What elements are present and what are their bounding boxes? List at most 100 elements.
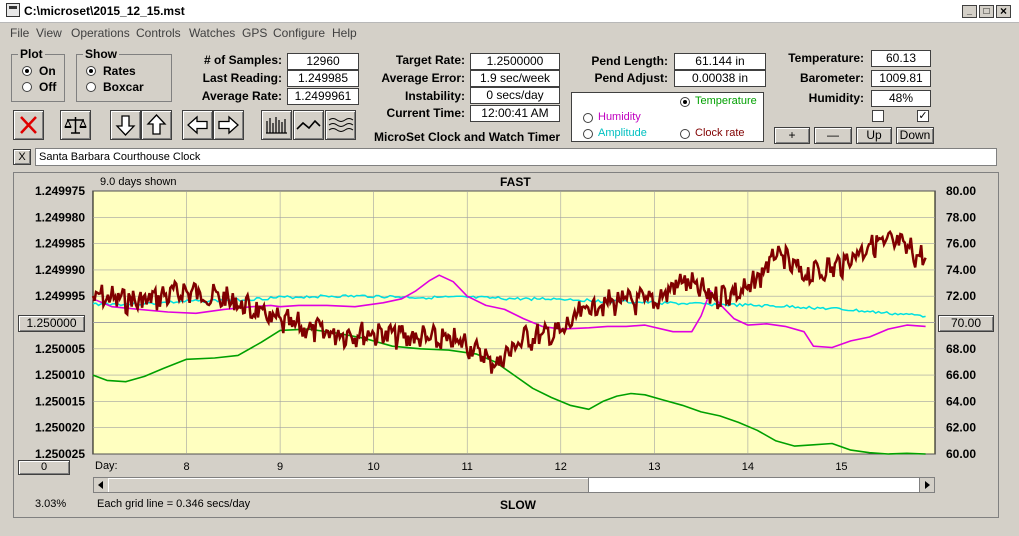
right-tick-label: 68.00 xyxy=(946,342,976,356)
move-right-button[interactable] xyxy=(213,110,244,140)
bar-graph-button[interactable] xyxy=(261,110,292,140)
menu-configure[interactable]: Configure xyxy=(273,26,326,40)
left-tick-label: 1.250025 xyxy=(35,447,85,461)
sensor-options-box xyxy=(571,92,764,142)
arrow-down-icon xyxy=(115,115,136,136)
slow-label: SLOW xyxy=(500,498,536,512)
days-shown: 9.0 days shown xyxy=(100,176,177,188)
scale-down-button[interactable]: Down xyxy=(896,127,934,144)
menu-watches[interactable]: Watches xyxy=(189,26,236,40)
right-checkbox[interactable]: ✓ xyxy=(917,110,929,122)
barometer-value: 1009.81 xyxy=(871,70,931,87)
humidity-label: Humidity: xyxy=(808,91,864,105)
left-tick-label: 1.249975 xyxy=(35,184,85,198)
menu-file[interactable]: File xyxy=(10,26,30,40)
scroll-right-arrow[interactable] xyxy=(919,478,934,492)
move-up-button[interactable] xyxy=(141,110,172,140)
app-icon xyxy=(6,3,20,17)
humidity-radio[interactable] xyxy=(583,113,593,123)
temperature-series-line xyxy=(92,328,926,455)
right-tick-label: 80.00 xyxy=(946,184,976,198)
triangle-right-icon xyxy=(925,481,930,489)
balance-scale-icon xyxy=(64,117,87,134)
x-tick-label: 9 xyxy=(277,461,283,473)
zero-button[interactable]: 0 xyxy=(18,460,70,475)
clock-rate-option-label: Clock rate xyxy=(695,127,745,139)
show-rates-label: Rates xyxy=(103,64,136,78)
fast-label: FAST xyxy=(500,175,531,189)
x-axis-labels: 8 9 10 11 12 13 14 15 xyxy=(183,461,847,473)
scroll-thumb[interactable] xyxy=(108,478,589,492)
temperature-radio[interactable] xyxy=(680,97,690,107)
wave-icon xyxy=(296,119,321,130)
right-tick-label: 60.00 xyxy=(946,447,976,461)
average-error-value: 1.9 sec/week xyxy=(470,70,560,87)
last-reading-label: Last Reading: xyxy=(202,71,282,85)
plot-off-radio[interactable] xyxy=(22,82,32,92)
menu-view[interactable]: View xyxy=(36,26,62,40)
scale-plus-button[interactable]: + xyxy=(774,127,810,144)
show-rates-radio[interactable] xyxy=(86,66,96,76)
plot-on-radio[interactable] xyxy=(22,66,32,76)
status-percent: 3.03% xyxy=(35,498,67,510)
left-checkbox[interactable] xyxy=(872,110,884,122)
scroll-left-arrow[interactable] xyxy=(94,478,109,492)
right-tick-label: 78.00 xyxy=(946,210,976,224)
maximize-button[interactable]: □ xyxy=(979,5,994,18)
current-time-value: 12:00:41 AM xyxy=(470,105,560,122)
arrow-up-icon xyxy=(146,114,167,135)
close-button[interactable]: × xyxy=(996,5,1011,18)
right-tick-label: 72.00 xyxy=(946,289,976,303)
show-boxcar-radio[interactable] xyxy=(86,82,96,92)
left-tick-label: 1.250010 xyxy=(35,368,85,382)
right-tick-label: 64.00 xyxy=(946,394,976,408)
menu-gps[interactable]: GPS xyxy=(242,26,268,40)
multi-wave-icon xyxy=(328,118,354,132)
menu-operations[interactable]: Operations xyxy=(71,26,130,40)
amplitude-radio[interactable] xyxy=(583,129,593,139)
horizontal-scrollbar[interactable] xyxy=(93,477,935,493)
wave-graph-button[interactable] xyxy=(293,110,324,140)
balance-button[interactable] xyxy=(60,110,91,140)
samples-label: # of Samples: xyxy=(203,53,282,67)
stop-button[interactable] xyxy=(13,110,44,140)
app-name: MicroSet Clock and Watch Timer xyxy=(374,130,561,144)
window-title: C:\microset\2015_12_15.mst xyxy=(24,4,185,18)
pend-adjust-value: 0.00038 in xyxy=(674,70,766,87)
plot-on-label: On xyxy=(39,64,56,78)
amplitude-option-label: Amplitude xyxy=(598,127,647,139)
temperature-value: 60.13 xyxy=(871,50,931,67)
plot-group: Plot xyxy=(11,47,65,102)
rate-series-line xyxy=(91,229,927,374)
scale-minus-button[interactable]: — xyxy=(814,127,852,144)
x-tick-label: 14 xyxy=(742,461,754,473)
day-label: Day: xyxy=(95,460,118,472)
red-x-icon xyxy=(20,116,37,134)
clock-name-field[interactable]: Santa Barbara Courthouse Clock xyxy=(35,148,997,166)
plot-group-label: Plot xyxy=(20,47,43,61)
target-rate-value: 1.2500000 xyxy=(470,53,560,70)
triangle-left-icon xyxy=(98,481,103,489)
menu-help[interactable]: Help xyxy=(332,26,357,40)
temp-center-button[interactable]: 70.00 xyxy=(938,315,994,332)
left-tick-label: 1.249980 xyxy=(35,210,85,224)
arrow-left-icon xyxy=(187,115,208,135)
humidity-option-label: Humidity xyxy=(598,111,641,123)
multi-wave-button[interactable] xyxy=(325,110,356,140)
barometer-label: Barometer: xyxy=(799,71,864,85)
average-error-label: Average Error: xyxy=(381,71,465,85)
instability-label: Instability: xyxy=(404,89,465,103)
clock-rate-radio[interactable] xyxy=(680,129,690,139)
left-tick-label: 1.249995 xyxy=(35,289,85,303)
clock-close-button[interactable]: X xyxy=(13,149,31,165)
minimize-button[interactable]: _ xyxy=(962,5,977,18)
move-down-button[interactable] xyxy=(110,110,141,140)
move-left-button[interactable] xyxy=(182,110,213,140)
rate-center-button[interactable]: 1.250000 xyxy=(18,315,85,332)
menu-controls[interactable]: Controls xyxy=(136,26,181,40)
right-tick-label: 74.00 xyxy=(946,263,976,277)
scale-up-button[interactable]: Up xyxy=(856,127,892,144)
plot-off-label: Off xyxy=(39,80,57,94)
show-group-label: Show xyxy=(85,47,117,61)
